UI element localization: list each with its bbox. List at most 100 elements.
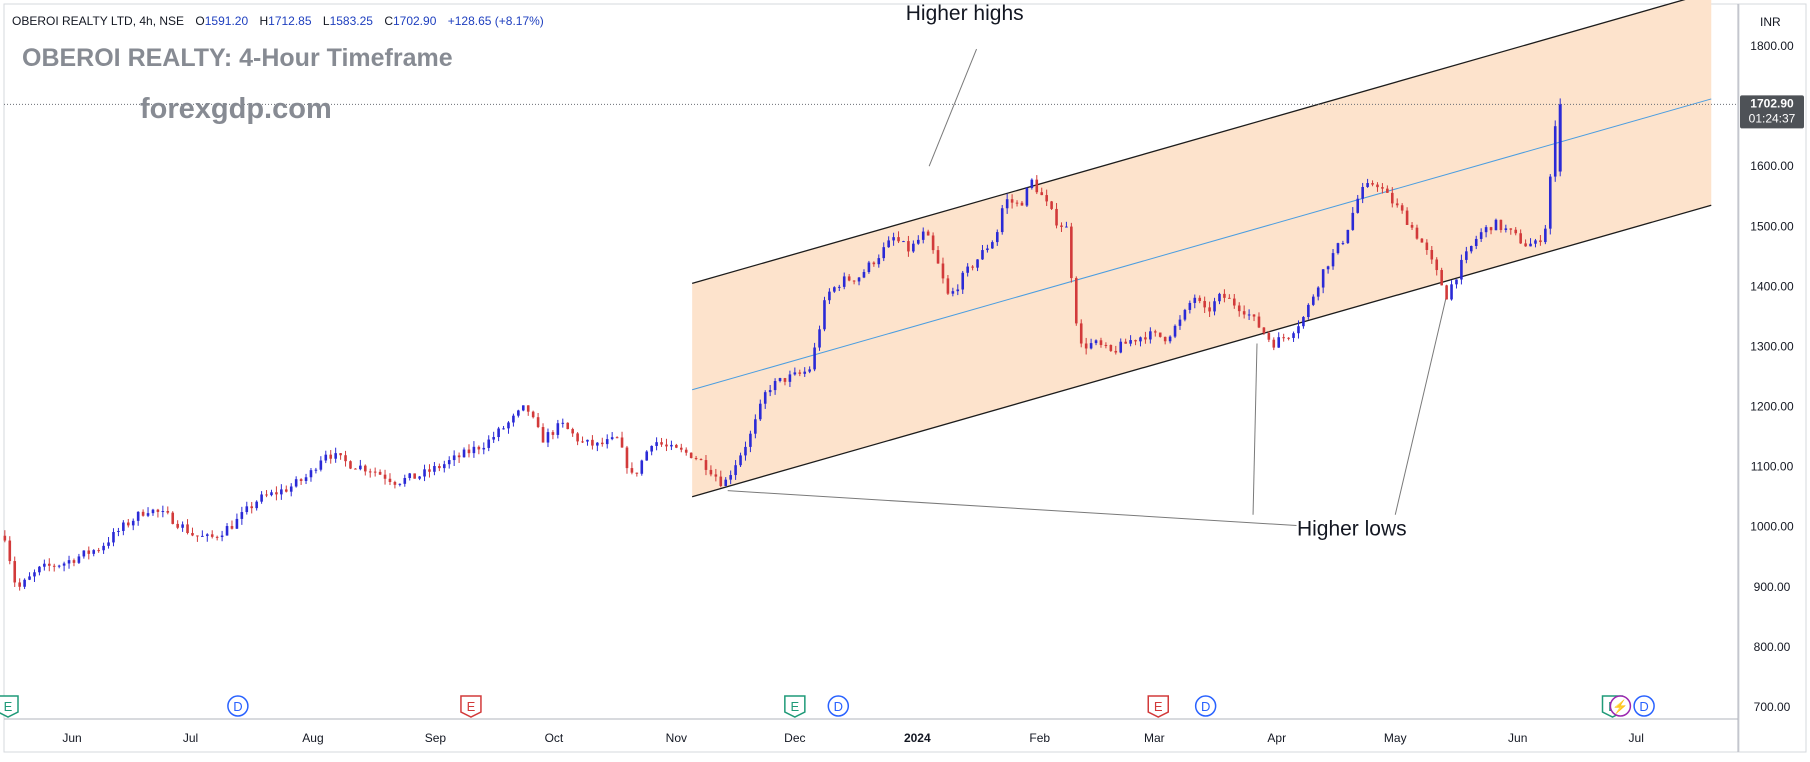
time-tick-label: Aug [302, 731, 323, 745]
channel-fill [692, 0, 1712, 497]
symbol-legend[interactable]: OBEROI REALTY LTD, 4h, NSE O1591.20 H171… [12, 14, 544, 28]
candle-up [1494, 219, 1498, 231]
candle-down [373, 471, 377, 473]
price-tick-label: 1200.00 [1750, 400, 1794, 414]
candle-down [1144, 337, 1147, 340]
candle-up [408, 473, 412, 479]
candle-up [1065, 226, 1068, 228]
earnings-shield [784, 695, 806, 718]
close-label: C [384, 14, 393, 28]
candle-up [245, 506, 249, 513]
candle-down [798, 372, 802, 374]
candle-down [1203, 301, 1206, 308]
low-label: L [323, 14, 330, 28]
chart-title-overlay: OBEROI REALTY: 4-Hour Timeframe [22, 44, 453, 72]
candle-up [773, 380, 777, 391]
candle-up [862, 272, 866, 278]
candle-up [1025, 187, 1029, 206]
candle-up [596, 442, 599, 446]
event-marker: D [1194, 695, 1217, 717]
candle-down [1228, 297, 1231, 299]
candle-up [640, 460, 644, 474]
candle-up [749, 433, 752, 447]
annotation-pointer-line [727, 490, 1297, 527]
candle-up [887, 240, 890, 248]
high-value: 1712.85 [268, 14, 312, 28]
split-circle [1609, 695, 1632, 717]
candle-up [1247, 314, 1251, 316]
candle-down [1055, 208, 1058, 226]
earnings-shield [1147, 695, 1169, 718]
candle-down [1386, 188, 1389, 193]
candle-down [1262, 327, 1266, 334]
candle-down [1395, 203, 1399, 206]
candle-up [161, 511, 165, 513]
open-label: O [195, 14, 204, 28]
candle-down [186, 524, 189, 534]
candle-up [1311, 296, 1315, 305]
candle-down [907, 241, 910, 252]
candle-down [171, 512, 175, 524]
candle-up [418, 476, 421, 479]
candle-down [363, 465, 367, 472]
currency-label[interactable]: INR [1760, 15, 1781, 29]
candle-up [512, 415, 515, 423]
candle-down [299, 479, 303, 481]
time-axis[interactable]: Jun Jul Aug Sep Oct Nov Dec 2024 Feb Mar Apr May Jun… [62, 731, 1644, 745]
candle-down [1109, 345, 1113, 351]
candle-down [926, 231, 930, 236]
candle-down [1015, 202, 1019, 204]
channel-lower-line [691, 204, 1712, 498]
candle-up [645, 451, 649, 461]
candle-down [1084, 343, 1088, 349]
candle-up [289, 486, 293, 492]
candle-down [8, 540, 12, 562]
candle-down [852, 280, 856, 282]
low-value: 1583.25 [330, 14, 374, 28]
price-tick-label: 1600.00 [1750, 159, 1794, 173]
candle-down [393, 482, 397, 485]
candle-down [1099, 340, 1103, 345]
candle-down [166, 511, 170, 513]
candle-down [1425, 242, 1429, 251]
candle-up [181, 524, 184, 528]
candle-up [1479, 232, 1483, 239]
candle-up [28, 576, 31, 580]
candle-down [531, 411, 535, 418]
candle-down [250, 506, 254, 509]
candle-down [675, 444, 678, 448]
last-price-value: 1702.90 [1750, 96, 1794, 110]
candle-down [1410, 224, 1414, 228]
candle-up [991, 242, 994, 249]
dividend-circle [227, 695, 249, 717]
candle-down [1104, 344, 1108, 346]
candle-up [828, 291, 831, 301]
candle-up [1168, 336, 1172, 342]
time-tick-label: Dec [784, 731, 805, 745]
candle-up [744, 446, 747, 456]
candle-down [1242, 311, 1246, 315]
candle-up [220, 535, 224, 538]
candle-up [837, 286, 841, 288]
candle-down [87, 550, 91, 554]
candle-up [442, 464, 446, 469]
candle-up [763, 392, 767, 404]
candle-up [1553, 126, 1557, 177]
candle-up [507, 422, 510, 429]
candle-down [551, 432, 555, 435]
candle-down [931, 235, 935, 251]
event-letter: ⚡ [1612, 699, 1628, 715]
candle-up [43, 563, 46, 567]
candle-up [768, 390, 772, 393]
candle-up [803, 371, 807, 374]
candle-down [941, 263, 945, 279]
candle-down [18, 582, 21, 587]
event-marker: E [460, 695, 482, 718]
candle-up [77, 556, 81, 563]
dividend-circle [1633, 695, 1655, 717]
candle-up [1474, 238, 1478, 247]
candle-up [112, 532, 115, 543]
candle-up [739, 455, 742, 466]
candle-down [3, 535, 7, 541]
